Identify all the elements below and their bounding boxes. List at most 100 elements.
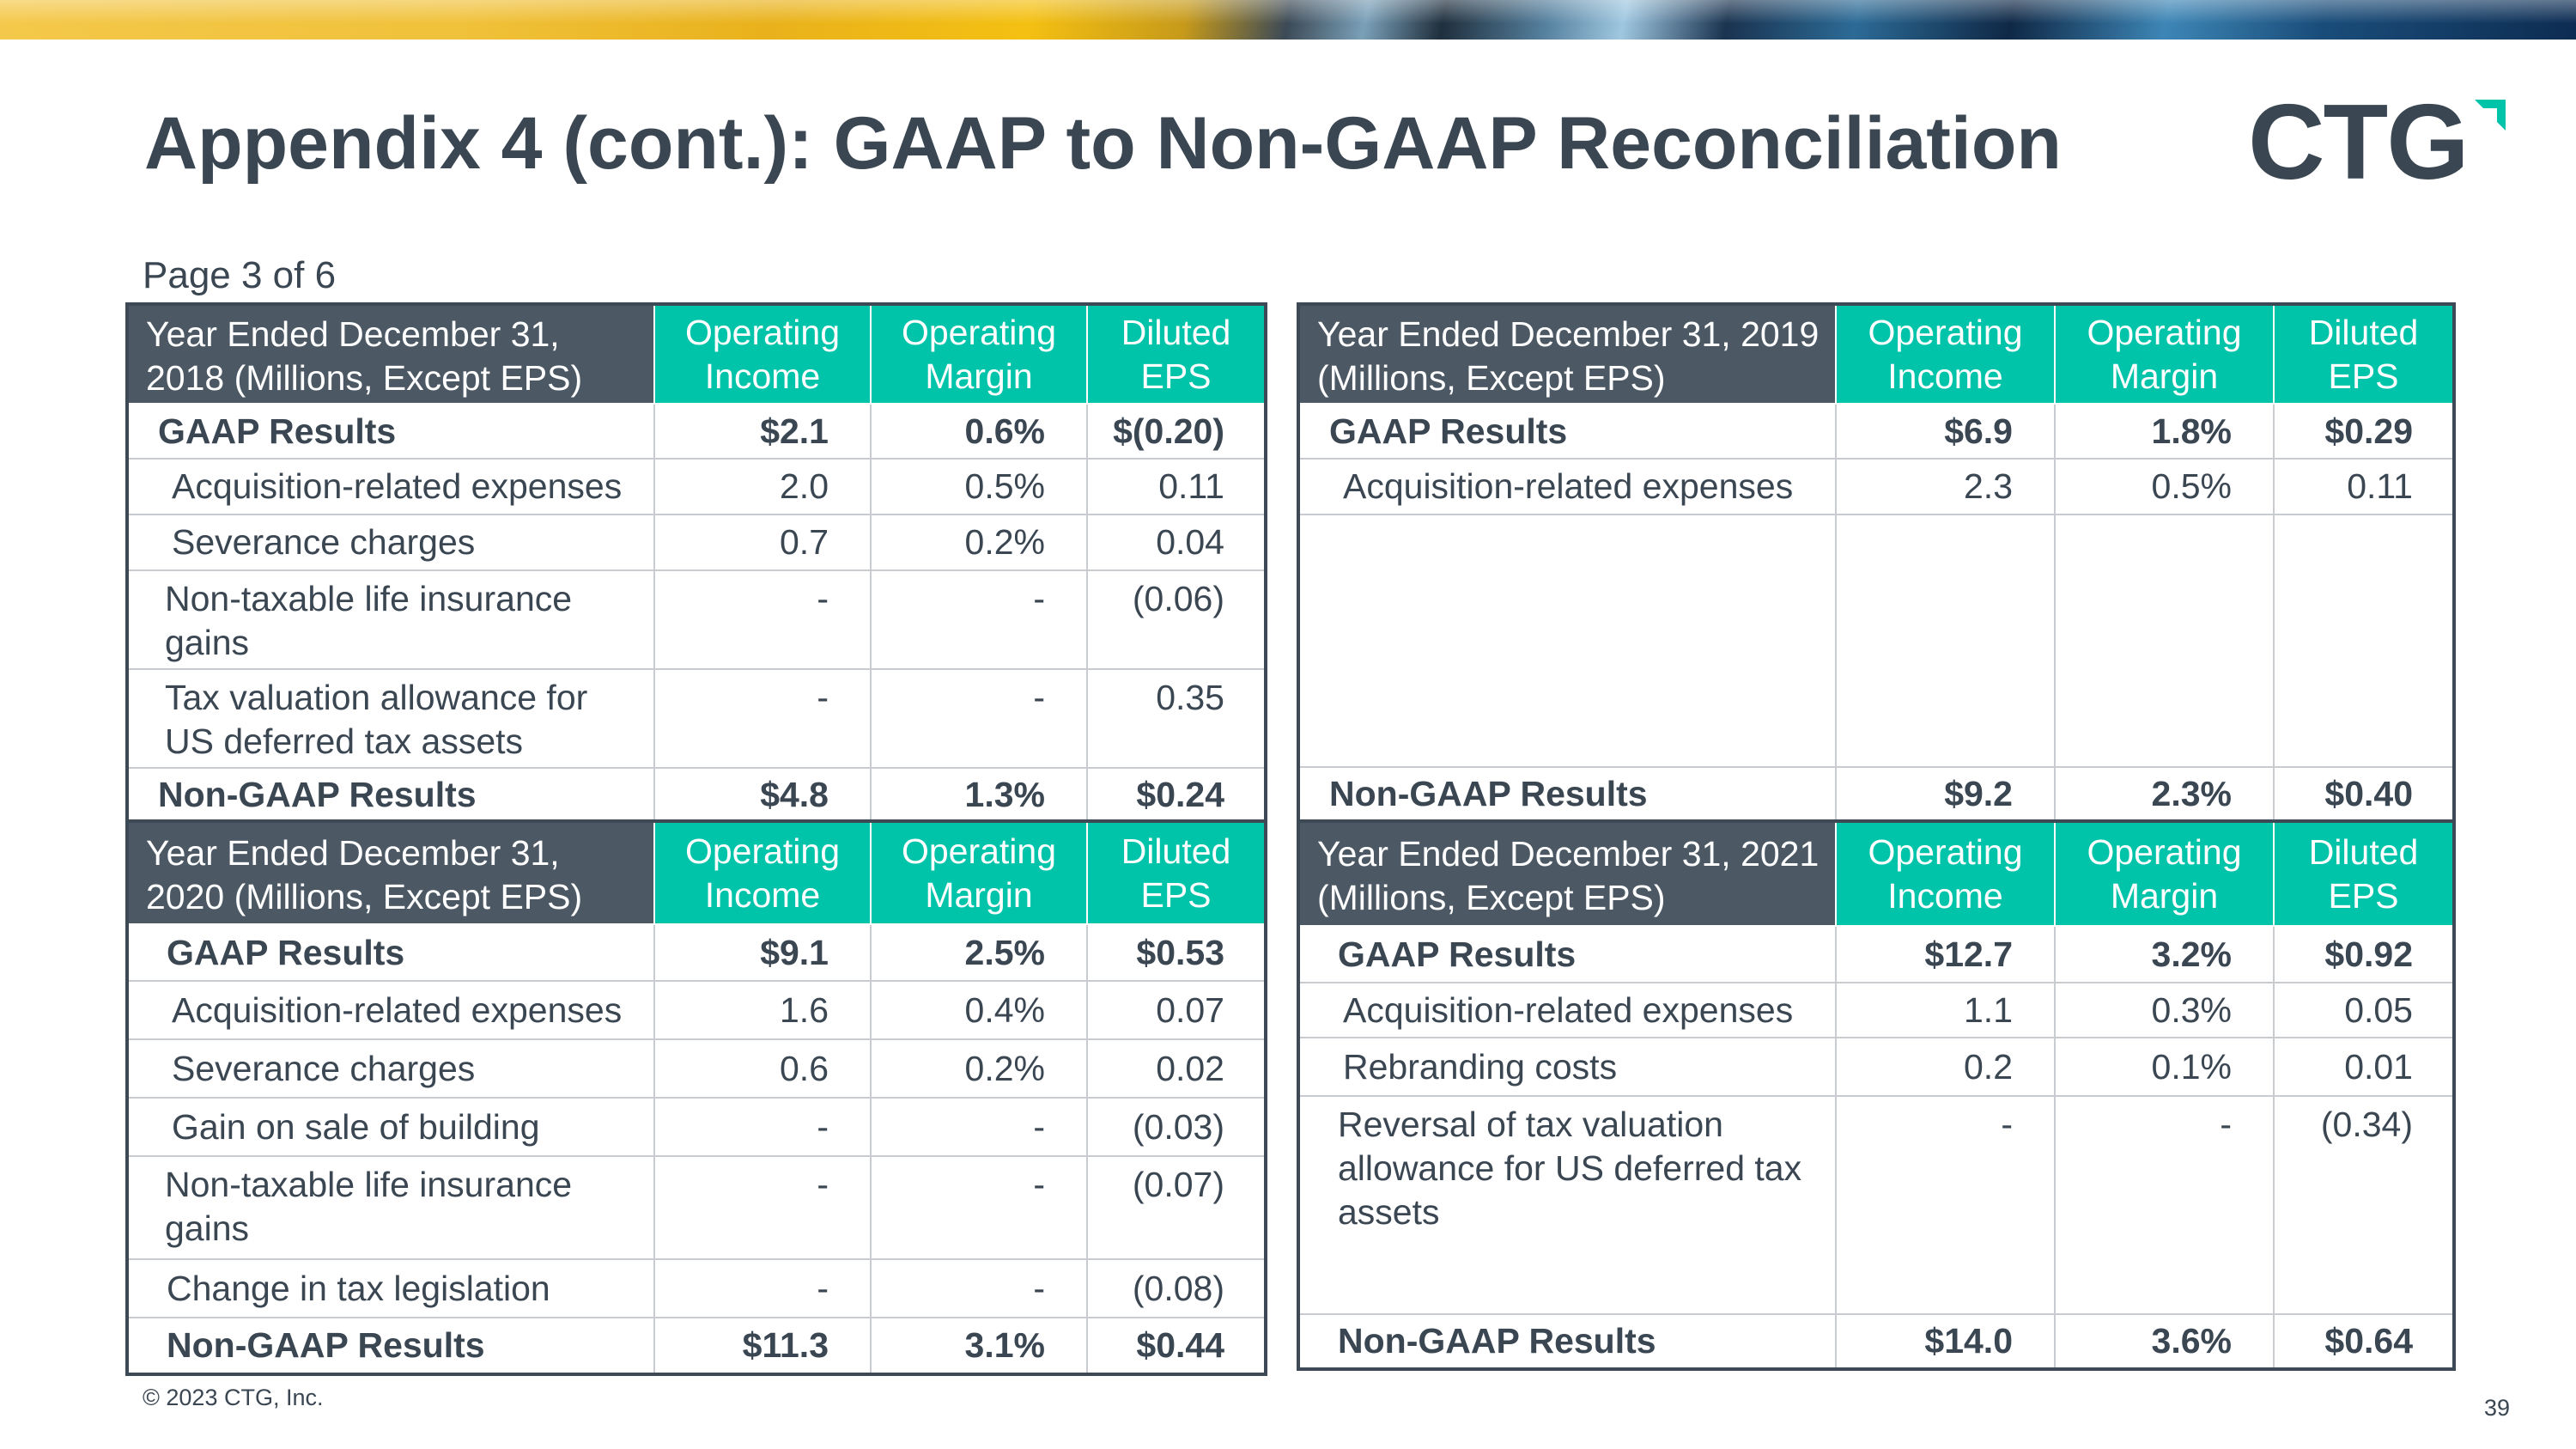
row-label: Non-taxable life insurance gains bbox=[126, 1155, 655, 1260]
row-label: Tax valuation allowance for US deferred … bbox=[126, 668, 655, 769]
row-label: Severance charges bbox=[126, 1038, 655, 1099]
operating-margin-cell: - bbox=[870, 1097, 1088, 1157]
operating-income-cell: - bbox=[1835, 1095, 2056, 1315]
table-row: Non-GAAP Results $9.2 2.3% $0.40 bbox=[1297, 766, 2455, 823]
diluted-eps-header: Diluted EPS bbox=[2273, 820, 2455, 927]
row-label: Gain on sale of building bbox=[126, 1097, 655, 1157]
operating-income-cell: $14.0 bbox=[1835, 1313, 2056, 1370]
table-2020: Year Ended December 31, 2020 (Millions, … bbox=[125, 819, 1267, 1376]
page-number: 39 bbox=[2484, 1395, 2511, 1421]
row-label: Non-GAAP Results bbox=[1297, 1313, 1837, 1370]
operating-margin-cell: - bbox=[2054, 1095, 2275, 1315]
operating-margin-cell: 3.1% bbox=[870, 1317, 1088, 1375]
page-title: Appendix 4 (cont.): GAAP to Non-GAAP Rec… bbox=[144, 102, 2062, 185]
row-label: GAAP Results bbox=[126, 923, 655, 982]
diluted-eps-header: Diluted EPS bbox=[2273, 303, 2455, 405]
operating-income-cell: $4.8 bbox=[653, 767, 872, 824]
diluted-eps-header: Diluted EPS bbox=[1086, 820, 1267, 925]
table-row: GAAP Results $12.7 3.2% $0.92 bbox=[1297, 925, 2455, 983]
operating-margin-header: Operating Margin bbox=[2054, 303, 2275, 405]
operating-margin-cell: - bbox=[870, 1258, 1088, 1318]
copyright-footer: © 2023 CTG, Inc. bbox=[143, 1385, 324, 1410]
row-label: Non-taxable life insurance gains bbox=[126, 569, 655, 670]
table-header-row: Year Ended December 31, 2020 (Millions, … bbox=[126, 820, 1267, 925]
diluted-eps-cell: (0.34) bbox=[2273, 1095, 2455, 1315]
operating-margin-cell: 0.2% bbox=[870, 1038, 1088, 1099]
operating-margin-cell: 0.3% bbox=[2054, 982, 2275, 1038]
operating-margin-cell: 3.6% bbox=[2054, 1313, 2275, 1370]
diluted-eps-cell: (0.07) bbox=[1086, 1155, 1267, 1260]
row-label: Acquisition-related expenses bbox=[126, 980, 655, 1040]
table-row: Change in tax legislation - - (0.08) bbox=[126, 1258, 1267, 1318]
operating-income-cell: 1.1 bbox=[1835, 982, 2056, 1038]
year-header: Year Ended December 31, 2021 (Millions, … bbox=[1297, 820, 1837, 927]
logo-arrow-icon bbox=[2475, 100, 2506, 131]
operating-income-cell: - bbox=[653, 569, 872, 670]
table-row: Reversal of tax valuation allowance for … bbox=[1297, 1095, 2455, 1315]
operating-income-cell: 0.7 bbox=[653, 514, 872, 571]
operating-margin-cell: - bbox=[870, 1155, 1088, 1260]
operating-margin-cell: 0.4% bbox=[870, 980, 1088, 1040]
ctg-logo: CTG bbox=[2248, 83, 2514, 202]
operating-income-cell: $6.9 bbox=[1835, 403, 2056, 460]
table-header-row: Year Ended December 31, 2018 (Millions, … bbox=[126, 303, 1267, 405]
operating-margin-cell: 0.1% bbox=[2054, 1037, 2275, 1097]
operating-income-cell: - bbox=[653, 1155, 872, 1260]
operating-income-cell: 0.6 bbox=[653, 1038, 872, 1099]
table-row: GAAP Results $9.1 2.5% $0.53 bbox=[126, 923, 1267, 982]
operating-income-header: Operating Income bbox=[1835, 820, 2056, 927]
diluted-eps-cell: 0.11 bbox=[2273, 458, 2455, 515]
diluted-eps-cell: (0.03) bbox=[1086, 1097, 1267, 1157]
operating-income-cell: 2.3 bbox=[1835, 458, 2056, 515]
operating-income-cell: 2.0 bbox=[653, 458, 872, 515]
operating-margin-cell: 0.5% bbox=[870, 458, 1088, 515]
diluted-eps-cell: $0.40 bbox=[2273, 766, 2455, 823]
table-row: Acquisition-related expenses 2.3 0.5% 0.… bbox=[1297, 458, 2455, 515]
operating-income-cell: 1.6 bbox=[653, 980, 872, 1040]
logo-text: CTG bbox=[2248, 83, 2470, 202]
table-row: Acquisition-related expenses 1.6 0.4% 0.… bbox=[126, 980, 1267, 1040]
operating-income-cell: $11.3 bbox=[653, 1317, 872, 1375]
year-header: Year Ended December 31, 2019 (Millions, … bbox=[1297, 303, 1837, 405]
row-label: Non-GAAP Results bbox=[1297, 766, 1837, 823]
operating-margin-cell: 1.3% bbox=[870, 767, 1088, 824]
table-row: Non-GAAP Results $11.3 3.1% $0.44 bbox=[126, 1317, 1267, 1375]
row-label: GAAP Results bbox=[126, 403, 655, 460]
table-row: Tax valuation allowance for US deferred … bbox=[126, 668, 1267, 769]
table-row: Severance charges 0.6 0.2% 0.02 bbox=[126, 1038, 1267, 1099]
row-label: GAAP Results bbox=[1297, 403, 1837, 460]
diluted-eps-cell: 0.02 bbox=[1086, 1038, 1267, 1099]
operating-margin-cell: 0.2% bbox=[870, 514, 1088, 571]
year-header: Year Ended December 31, 2018 (Millions, … bbox=[126, 303, 655, 405]
empty-cell bbox=[1835, 514, 2056, 768]
diluted-eps-cell: (0.06) bbox=[1086, 569, 1267, 670]
operating-margin-cell: 2.3% bbox=[2054, 766, 2275, 823]
table-row: Gain on sale of building - - (0.03) bbox=[126, 1097, 1267, 1157]
diluted-eps-cell: $(0.20) bbox=[1086, 403, 1267, 460]
diluted-eps-cell: 0.05 bbox=[2273, 982, 2455, 1038]
diluted-eps-cell: 0.01 bbox=[2273, 1037, 2455, 1097]
table-row: GAAP Results $2.1 0.6% $(0.20) bbox=[126, 403, 1267, 460]
operating-margin-cell: 3.2% bbox=[2054, 925, 2275, 983]
operating-margin-cell: - bbox=[870, 569, 1088, 670]
table-2019: Year Ended December 31, 2019 (Millions, … bbox=[1297, 302, 2456, 824]
diluted-eps-cell: $0.64 bbox=[2273, 1313, 2455, 1370]
diluted-eps-cell: $0.53 bbox=[1086, 923, 1267, 982]
diluted-eps-cell: (0.08) bbox=[1086, 1258, 1267, 1318]
empty-row bbox=[1297, 514, 2455, 768]
operating-margin-cell: 0.6% bbox=[870, 403, 1088, 460]
empty-cell bbox=[1297, 514, 1837, 768]
table-row: GAAP Results $6.9 1.8% $0.29 bbox=[1297, 403, 2455, 460]
table-header-row: Year Ended December 31, 2019 (Millions, … bbox=[1297, 303, 2455, 405]
operating-income-cell: $2.1 bbox=[653, 403, 872, 460]
operating-margin-cell: 1.8% bbox=[2054, 403, 2275, 460]
row-label: Acquisition-related expenses bbox=[126, 458, 655, 515]
diluted-eps-cell: $0.92 bbox=[2273, 925, 2455, 983]
table-row: Severance charges 0.7 0.2% 0.04 bbox=[126, 514, 1267, 571]
row-label: Non-GAAP Results bbox=[126, 767, 655, 824]
operating-margin-cell: 2.5% bbox=[870, 923, 1088, 982]
diluted-eps-cell: 0.35 bbox=[1086, 668, 1267, 769]
operating-income-header: Operating Income bbox=[1835, 303, 2056, 405]
operating-income-header: Operating Income bbox=[653, 820, 872, 925]
operating-income-header: Operating Income bbox=[653, 303, 872, 405]
